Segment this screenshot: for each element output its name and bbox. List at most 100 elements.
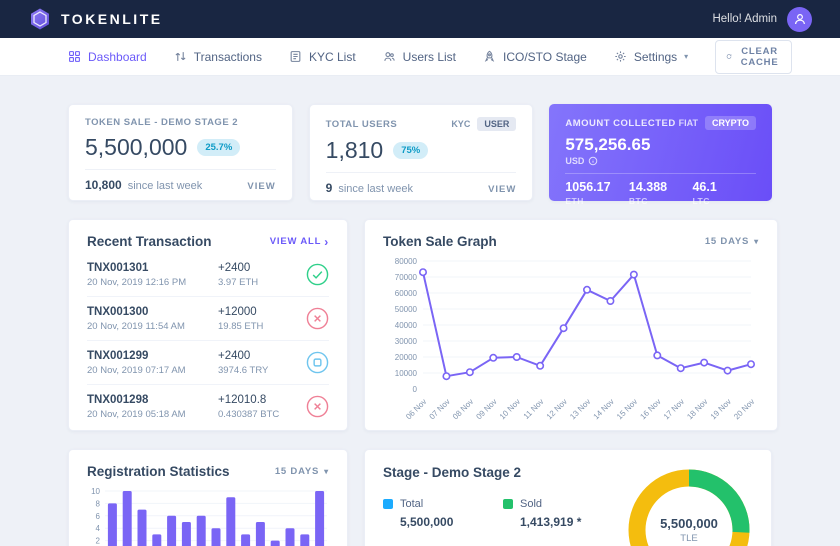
legend-item-sold: Sold 1,413,919 * — [503, 498, 607, 529]
svg-text:19 Nov: 19 Nov — [709, 397, 733, 421]
coin-eth: 1056.17 ETH — [565, 180, 629, 206]
transaction-date: 20 Nov, 2019 12:16 PM — [87, 276, 187, 288]
donut-svg — [628, 469, 750, 546]
user-avatar[interactable] — [787, 6, 812, 32]
transaction-row[interactable]: TNX001298 20 Nov, 2019 05:18 AM +12010.8… — [87, 384, 329, 428]
card-title: Stage - Demo Stage 2 — [383, 465, 522, 480]
transaction-crypto-amount: 3974.6 TRY — [218, 364, 269, 376]
svg-text:07 Nov: 07 Nov — [428, 397, 452, 421]
transaction-date: 20 Nov, 2019 11:54 AM — [87, 320, 185, 332]
svg-text:6: 6 — [96, 512, 101, 521]
dashboard-content: TOKEN SALE - DEMO STAGE 2 5,500,000 25.7… — [0, 76, 840, 546]
nav-label: Dashboard — [88, 49, 147, 64]
token-sale-value: 5,500,000 — [85, 134, 188, 160]
tab-crypto[interactable]: CRYPTO — [705, 116, 757, 130]
range-dropdown[interactable]: 15 DAYS ▾ — [275, 466, 329, 477]
svg-text:08 Nov: 08 Nov — [451, 397, 475, 421]
cross-circle-icon — [306, 395, 329, 418]
legend-label: Total — [400, 498, 424, 510]
svg-text:8: 8 — [96, 499, 101, 508]
tab-kyc[interactable]: KYC — [451, 119, 471, 129]
view-link[interactable]: VIEW — [247, 181, 276, 192]
svg-text:50000: 50000 — [395, 305, 418, 314]
stage-donut-chart: 5,500,000 TLE — [625, 466, 753, 546]
svg-text:13 Nov: 13 Nov — [568, 397, 592, 421]
transaction-crypto-amount: 19.85 ETH — [218, 320, 264, 332]
transaction-row[interactable]: TNX001301 20 Nov, 2019 12:16 PM +2400 3.… — [87, 253, 329, 296]
rocket-icon — [484, 50, 495, 62]
transaction-crypto-amount: 0.430387 BTC — [218, 408, 280, 420]
delta-value: 9 — [325, 181, 333, 195]
nav-label: KYC List — [308, 49, 356, 64]
legend-label: Sold — [520, 498, 543, 510]
user-icon — [794, 14, 805, 25]
nav-item-ico-sto-stage[interactable]: ICO/STO Stage — [483, 50, 587, 64]
card-title: Registration Statistics — [87, 464, 230, 479]
legend-value: 5,500,000 — [400, 515, 454, 529]
svg-text:80000: 80000 — [395, 257, 418, 266]
coin-btc: 14.388 BTC — [629, 180, 693, 206]
dashboard-grid-icon — [69, 51, 80, 62]
transaction-id: TNX001300 — [87, 305, 149, 318]
coin-label: BTC — [628, 196, 648, 206]
transaction-date: 20 Nov, 2019 07:17 AM — [87, 364, 186, 376]
chevron-down-icon: ▾ — [754, 237, 759, 246]
svg-text:70000: 70000 — [395, 273, 418, 282]
tab-user[interactable]: USER — [477, 117, 517, 131]
info-icon[interactable] — [588, 156, 598, 166]
svg-text:10: 10 — [91, 487, 100, 496]
transaction-crypto-amount: 3.97 ETH — [218, 276, 259, 288]
svg-text:60000: 60000 — [395, 289, 418, 298]
registration-bar-chart: 2 4 6 8 10 — [91, 487, 327, 546]
stat-title: TOKEN SALE - DEMO STAGE 2 — [85, 117, 239, 128]
view-all-label: VIEW ALL — [269, 236, 322, 247]
svg-text:11 Nov: 11 Nov — [522, 397, 546, 421]
nav-item-settings[interactable]: Settings ▾ — [614, 50, 688, 64]
nav-label: Transactions — [193, 49, 262, 64]
legend-item-total: Total 5,500,000 — [383, 498, 487, 529]
recent-transactions-card: Recent Transaction VIEW ALL › TNX001301 … — [68, 219, 348, 431]
transaction-amount: +12010.8 — [218, 393, 267, 406]
svg-text:20 Nov: 20 Nov — [732, 397, 756, 421]
token-sale-graph-card: Token Sale Graph 15 DAYS ▾ 0 10000 20000 30… — [364, 219, 778, 431]
transaction-id: TNX001299 — [87, 349, 149, 362]
nav-item-dashboard[interactable]: Dashboard — [68, 50, 147, 64]
bottom-row: Registration Statistics 15 DAYS ▾ 2 4 6 8 10… — [68, 449, 772, 546]
brand-logo[interactable]: TOKENLITE — [28, 7, 163, 31]
nav-item-users-list[interactable]: Users List — [383, 50, 456, 64]
range-label: 15 DAYS — [704, 236, 750, 247]
token-sale-line-chart: 0 10000 20000 30000 40000 50000 60000 70000 8000… — [395, 257, 757, 421]
view-link[interactable]: VIEW — [488, 184, 517, 195]
delta-note: since last week — [127, 180, 203, 192]
range-dropdown[interactable]: 15 DAYS ▾ — [705, 236, 759, 247]
transactions-swap-icon — [175, 52, 186, 61]
nav-label: Users List — [402, 49, 456, 64]
kyc-list-icon — [290, 51, 301, 62]
legend-swatch-sold — [503, 499, 513, 509]
total-users-stat-card: TOTAL USERS KYC USER 1,810 75% 9 since l… — [308, 104, 534, 201]
nav-item-transactions[interactable]: Transactions — [174, 50, 262, 64]
svg-text:06 Nov: 06 Nov — [404, 397, 428, 421]
amount-collected-value: 575,256.65 — [565, 135, 651, 154]
transaction-row[interactable]: TNX001300 20 Nov, 2019 11:54 AM +12000 1… — [87, 296, 329, 340]
gear-icon — [615, 51, 626, 62]
pending-circle-icon — [306, 351, 329, 374]
card-title: Token Sale Graph — [383, 234, 497, 249]
clear-cache-button[interactable]: CLEAR CACHE — [715, 39, 792, 74]
nav-item-kyc-list[interactable]: KYC List — [289, 50, 356, 64]
refresh-icon — [726, 54, 732, 59]
view-all-link[interactable]: VIEW ALL › — [270, 236, 329, 248]
transaction-amount: +12000 — [218, 305, 257, 318]
currency-label: USD — [565, 156, 585, 166]
transaction-amount: +2400 — [218, 261, 251, 274]
coin-value: 14.388 — [628, 180, 668, 194]
check-circle-icon — [306, 263, 329, 286]
transaction-id: TNX001301 — [87, 261, 149, 274]
chevron-down-icon: ▾ — [324, 467, 329, 476]
transaction-row[interactable]: TNX001299 20 Nov, 2019 07:17 AM +2400 39… — [87, 340, 329, 384]
transaction-id: TNX001298 — [87, 393, 149, 406]
brand-name: TOKENLITE — [61, 11, 163, 27]
tab-fiat[interactable]: FIAT — [678, 118, 698, 128]
svg-text:17 Nov: 17 Nov — [662, 397, 686, 421]
divider — [565, 173, 757, 174]
